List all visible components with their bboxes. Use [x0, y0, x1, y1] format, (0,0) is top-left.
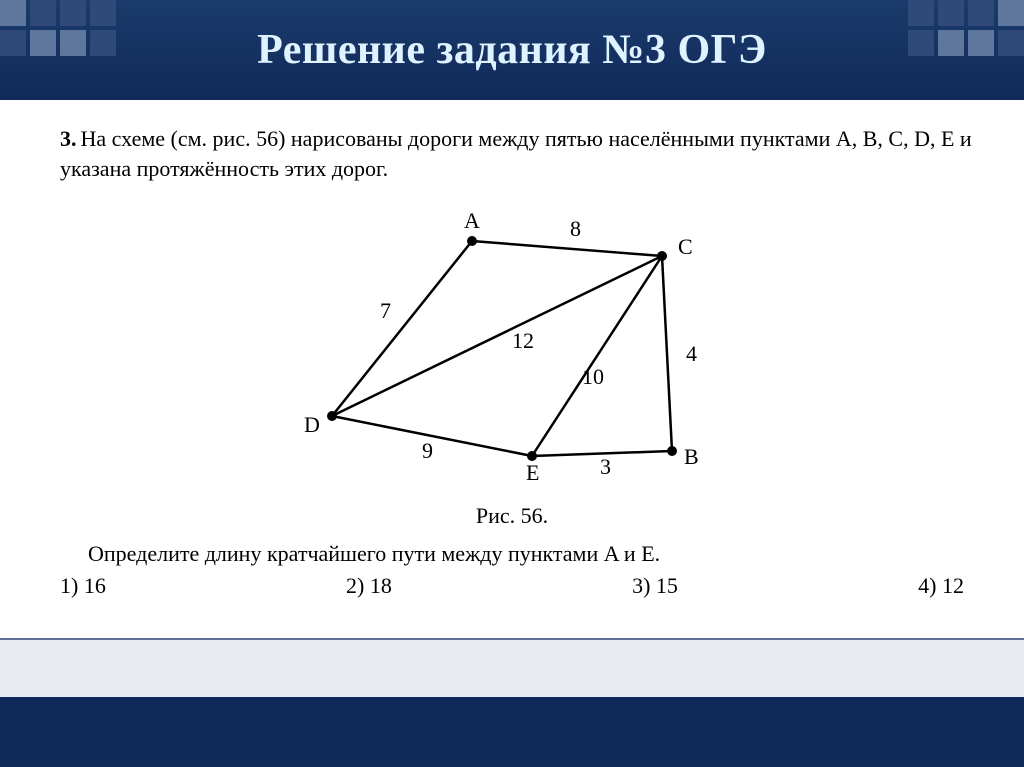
edge-A-D — [332, 241, 472, 416]
node-C — [657, 251, 667, 261]
answer-option-2: 2) 18 — [346, 573, 392, 599]
deco-square — [908, 30, 934, 56]
deco-square — [90, 0, 116, 26]
edge-label-C-B: 4 — [686, 341, 697, 366]
deco-square — [998, 0, 1024, 26]
deco-square — [30, 30, 56, 56]
edge-label-D-E: 9 — [422, 438, 433, 463]
node-B — [667, 446, 677, 456]
node-label-B: B — [684, 444, 699, 469]
footer-band — [0, 640, 1024, 767]
diagram-wrap: 8 7 12 9 10 3 4 A C D E B — [40, 201, 984, 501]
header-band: Решение задания №3 ОГЭ — [0, 0, 1024, 100]
edge-label-A-C: 8 — [570, 216, 581, 241]
content-area: 3. На схеме (см. рис. 56) нарисованы дор… — [0, 100, 1024, 640]
graph-diagram: 8 7 12 9 10 3 4 A C D E B — [252, 201, 772, 501]
edge-D-C — [332, 256, 662, 416]
figure-caption: Рис. 56. — [40, 503, 984, 529]
deco-square — [968, 30, 994, 56]
edge-label-A-D: 7 — [380, 298, 391, 323]
deco-square — [938, 0, 964, 26]
deco-square — [0, 30, 26, 56]
edge-E-C — [532, 256, 662, 456]
deco-square — [60, 0, 86, 26]
edge-C-B — [662, 256, 672, 451]
problem-text: На схеме (см. рис. 56) нарисованы дороги… — [60, 126, 972, 181]
node-label-E: E — [526, 460, 539, 485]
answers-row: 1) 16 2) 18 3) 15 4) 12 — [40, 573, 984, 599]
problem-number: 3. — [60, 126, 77, 151]
deco-square — [90, 30, 116, 56]
edge-label-E-B: 3 — [600, 454, 611, 479]
deco-square — [938, 30, 964, 56]
problem-paragraph: 3. На схеме (см. рис. 56) нарисованы дор… — [60, 124, 984, 183]
node-label-C: C — [678, 234, 693, 259]
answer-option-4: 4) 12 — [918, 573, 964, 599]
corner-squares-left — [0, 0, 116, 56]
question-text: Определите длину кратчайшего пути между … — [88, 541, 984, 567]
deco-square — [60, 30, 86, 56]
node-label-A: A — [464, 208, 480, 233]
deco-square — [0, 0, 26, 26]
deco-square — [998, 30, 1024, 56]
slide-title: Решение задания №3 ОГЭ — [257, 26, 767, 74]
corner-squares-right — [908, 0, 1024, 56]
node-label-D: D — [304, 412, 320, 437]
answer-option-1: 1) 16 — [60, 573, 106, 599]
edge-A-C — [472, 241, 662, 256]
edge-label-D-C: 12 — [512, 328, 534, 353]
node-A — [467, 236, 477, 246]
deco-square — [968, 0, 994, 26]
deco-square — [908, 0, 934, 26]
deco-square — [30, 0, 56, 26]
node-D — [327, 411, 337, 421]
edge-label-E-C: 10 — [582, 364, 604, 389]
answer-option-3: 3) 15 — [632, 573, 678, 599]
